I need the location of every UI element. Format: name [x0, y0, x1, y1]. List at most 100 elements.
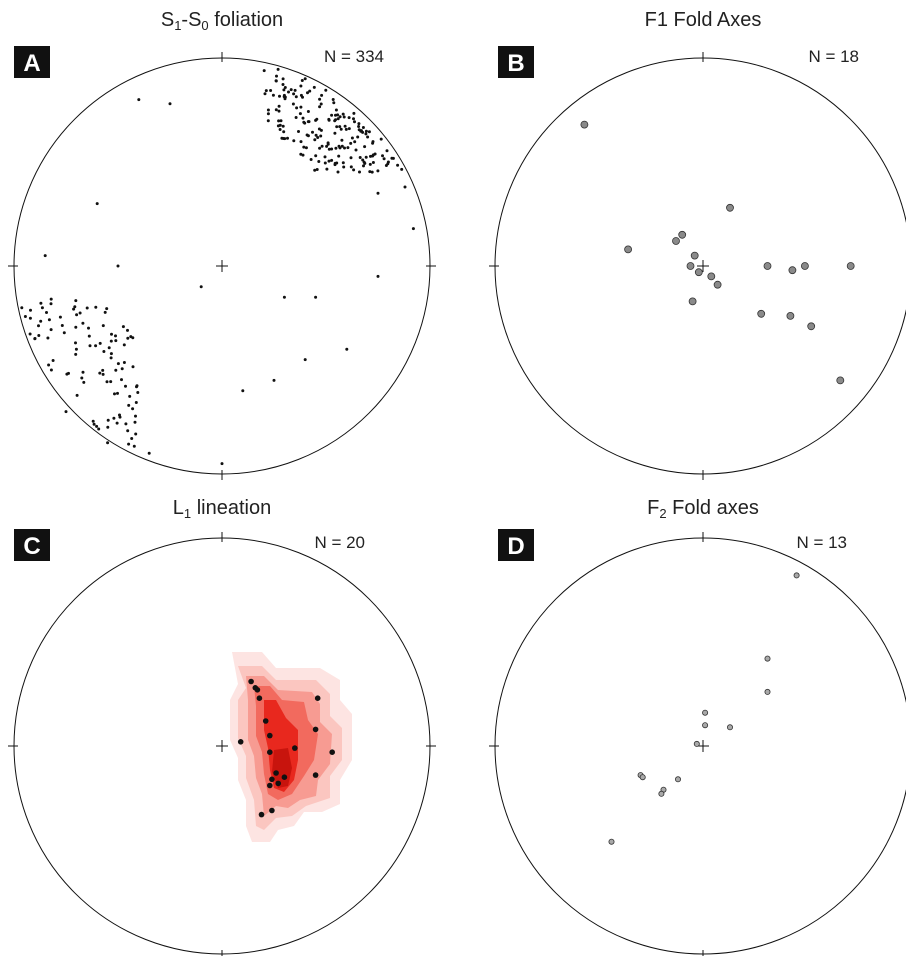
- data-point: [23, 315, 27, 318]
- data-point: [110, 332, 113, 336]
- data-point: [115, 421, 119, 425]
- data-point: [294, 116, 298, 119]
- data-point: [282, 295, 286, 299]
- data-point: [801, 262, 809, 270]
- panel-c-letter-badge: [14, 529, 50, 561]
- data-point: [306, 110, 310, 113]
- panel-a-letter: A: [23, 50, 40, 77]
- data-point: [386, 162, 390, 166]
- data-point: [411, 227, 415, 231]
- data-point: [391, 156, 395, 160]
- data-point: [121, 325, 125, 329]
- data-point: [301, 116, 305, 120]
- data-point: [353, 140, 357, 144]
- data-point: [49, 297, 53, 301]
- data-point: [287, 90, 290, 94]
- data-point: [81, 321, 85, 325]
- data-point: [258, 811, 265, 818]
- data-point: [116, 264, 120, 268]
- data-point: [294, 95, 298, 99]
- data-point: [352, 111, 356, 115]
- data-point: [256, 695, 263, 701]
- data-point: [324, 88, 328, 92]
- data-point: [702, 709, 709, 716]
- data-point: [252, 685, 259, 691]
- data-point: [75, 313, 79, 317]
- data-point: [109, 352, 113, 356]
- data-point: [320, 93, 324, 97]
- data-point: [275, 74, 278, 78]
- data-point: [624, 245, 632, 254]
- data-point: [688, 297, 697, 306]
- data-point: [836, 376, 845, 385]
- data-point: [846, 262, 855, 270]
- data-point: [319, 128, 323, 132]
- data-point: [311, 130, 314, 134]
- data-point: [281, 83, 285, 86]
- data-point: [352, 117, 355, 121]
- data-point: [168, 102, 172, 106]
- data-point: [336, 170, 340, 174]
- data-point: [237, 739, 244, 745]
- data-point: [403, 185, 407, 189]
- data-point: [120, 378, 123, 382]
- data-point: [94, 305, 98, 309]
- panel-b-count: N = 18: [808, 47, 859, 66]
- data-point: [278, 128, 282, 131]
- data-point: [136, 391, 140, 394]
- data-point: [786, 311, 795, 320]
- data-point: [347, 127, 351, 131]
- data-point: [126, 429, 130, 433]
- data-point: [678, 230, 687, 239]
- data-point: [335, 125, 339, 129]
- data-point: [266, 112, 270, 116]
- data-point: [318, 97, 322, 101]
- data-point: [339, 127, 343, 131]
- data-point: [74, 299, 78, 303]
- data-point: [376, 169, 380, 173]
- data-point: [580, 120, 589, 129]
- data-point: [73, 305, 77, 309]
- data-point: [64, 410, 68, 414]
- data-point: [74, 352, 78, 356]
- data-point: [354, 148, 358, 152]
- data-point: [702, 722, 709, 729]
- data-point: [376, 274, 380, 278]
- data-point: [340, 138, 344, 142]
- data-point: [364, 129, 368, 133]
- data-point: [87, 326, 90, 330]
- data-point: [341, 161, 345, 165]
- data-point: [763, 262, 772, 270]
- data-point: [315, 117, 319, 121]
- panel-c: L1 lineation C N = 20: [8, 497, 436, 956]
- panel-a-points: [20, 67, 415, 466]
- data-point: [332, 101, 336, 105]
- data-point: [273, 770, 279, 776]
- data-point: [299, 105, 303, 109]
- data-point: [376, 191, 380, 195]
- data-point: [306, 120, 310, 124]
- data-point: [101, 368, 105, 372]
- data-point: [220, 462, 224, 466]
- data-point: [85, 306, 89, 310]
- data-point: [45, 311, 48, 314]
- data-point: [319, 134, 323, 138]
- data-point: [313, 138, 317, 142]
- data-point: [199, 285, 203, 289]
- data-point: [91, 419, 95, 423]
- data-point: [314, 133, 318, 137]
- data-point: [396, 163, 400, 167]
- data-point: [314, 295, 318, 299]
- data-point: [281, 124, 285, 128]
- data-point: [105, 380, 109, 384]
- data-point: [323, 155, 327, 159]
- data-point: [283, 97, 287, 101]
- data-point: [301, 95, 304, 99]
- data-point: [336, 117, 340, 121]
- panel-a-letter-badge: [14, 46, 50, 78]
- data-point: [262, 718, 269, 724]
- data-point: [352, 168, 356, 172]
- data-point: [299, 84, 303, 88]
- data-point: [126, 328, 129, 332]
- data-point: [109, 356, 113, 360]
